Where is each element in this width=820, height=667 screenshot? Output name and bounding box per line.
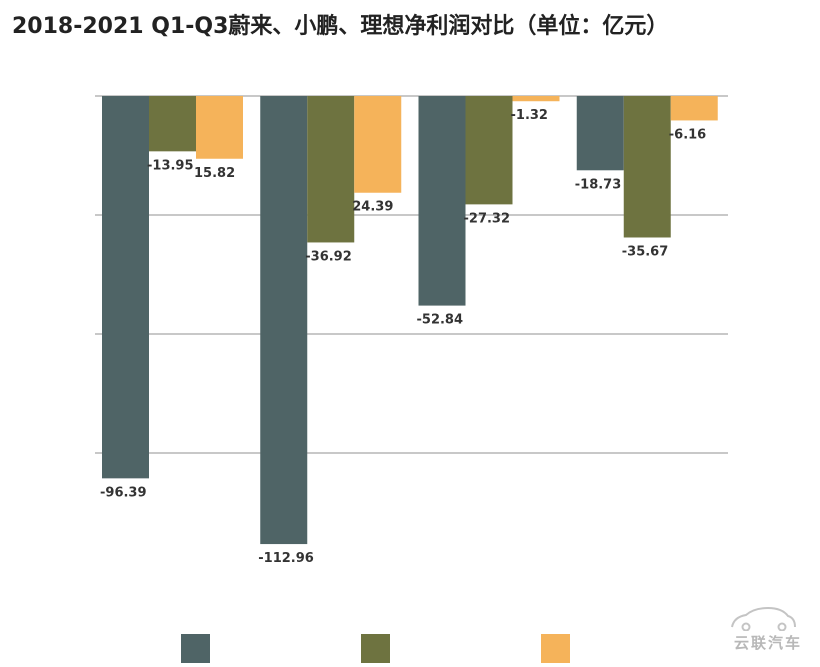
data-label-s2-g2: -36.92: [305, 249, 352, 264]
bars: [102, 96, 718, 545]
watermark-text: 云联汽车: [733, 634, 802, 652]
data-label-s2-g1: -13.95: [147, 158, 194, 173]
bar-s1-g4: [576, 96, 624, 171]
data-label-s3-g1: 15.82: [194, 166, 235, 181]
data-label-s1-g2: -112.96: [258, 551, 314, 566]
bar-s2-g3: [465, 96, 513, 205]
bar-s3-g2: [354, 96, 402, 193]
data-label-s1-g1: -96.39: [100, 485, 147, 500]
data-label-s2-g3: -27.32: [464, 211, 511, 226]
data-label-s3-g4: -6.16: [669, 127, 706, 142]
bar-s2-g2: [307, 96, 355, 243]
data-labels: -96.39 -112.96 -52.84 -18.73 -13.95 -36.92 -27…: [100, 108, 706, 566]
data-label-s1-g4: -18.73: [575, 177, 622, 192]
bar-s2-g1: [149, 96, 196, 152]
data-label-s3-g2: 24.39: [352, 200, 393, 215]
chart-title: 2018-2021 Q1-Q3蔚来、小鹏、理想净利润对比（单位：亿元）: [12, 14, 669, 39]
bar-s3-g4: [670, 96, 718, 121]
bar-s1-g2: [260, 96, 308, 545]
data-label-s1-g3: -52.84: [417, 313, 464, 328]
bar-s2-g4: [623, 96, 671, 238]
bar-s1-g1: [102, 96, 149, 479]
bar-s1-g3: [418, 96, 466, 306]
bar-s3-g3: [512, 96, 560, 102]
data-label-s2-g4: -35.67: [622, 244, 669, 259]
data-label-s3-g3: -1.32: [511, 108, 548, 123]
car-outline-icon: [731, 606, 796, 631]
bar-s3-g1: [196, 96, 243, 159]
